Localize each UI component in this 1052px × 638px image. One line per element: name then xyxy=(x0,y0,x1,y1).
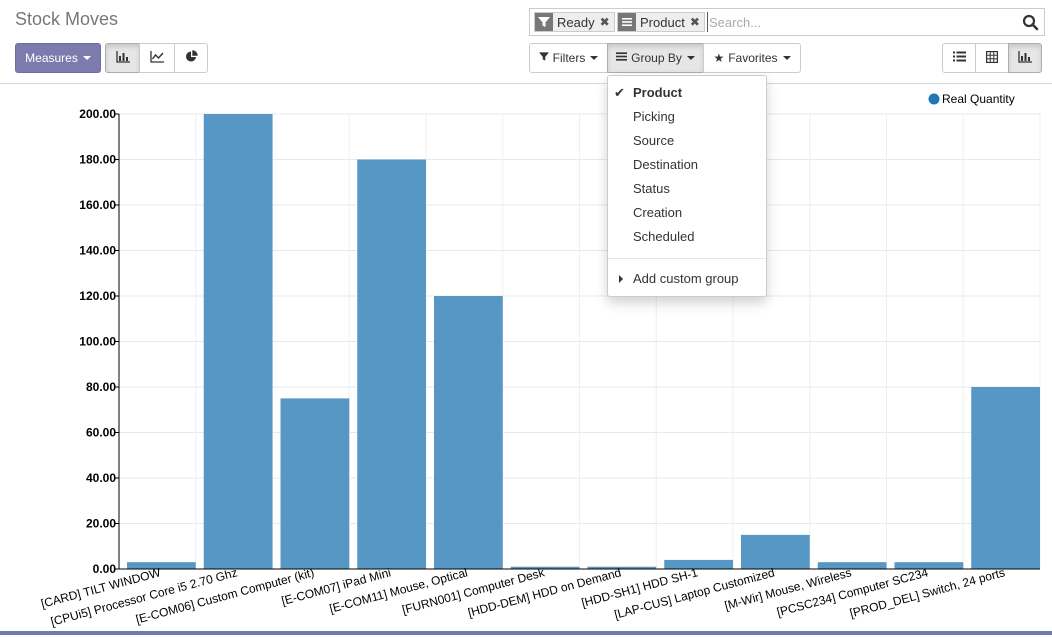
bars-icon xyxy=(618,13,636,31)
bars-icon xyxy=(616,51,628,65)
filters-button[interactable]: Filters xyxy=(529,43,608,73)
facet-product[interactable]: Product ✖ xyxy=(617,12,705,32)
groupby-item-label: Source xyxy=(633,133,675,148)
y-tick-label: 0.00 xyxy=(93,562,117,576)
list-icon xyxy=(952,51,966,65)
chart-bar[interactable] xyxy=(587,566,657,569)
y-tick-label: 140.00 xyxy=(79,244,116,258)
check-icon: ✔ xyxy=(614,85,625,100)
chart-bar[interactable] xyxy=(203,114,273,569)
pie-chart-icon xyxy=(185,50,198,66)
facet-ready[interactable]: Ready ✖ xyxy=(534,12,615,32)
list-view-button[interactable] xyxy=(942,43,976,73)
line-chart-view-button[interactable] xyxy=(139,43,175,73)
groupby-item-picking[interactable]: Picking xyxy=(608,105,766,129)
legend-dot[interactable] xyxy=(928,93,940,105)
caret-down-icon xyxy=(590,56,599,60)
groupby-label: Group By xyxy=(631,51,682,65)
bar-chart-icon xyxy=(115,50,130,66)
groupby-item-creation[interactable]: Creation xyxy=(608,201,766,225)
favorites-label: Favorites xyxy=(728,51,778,65)
measures-label: Measures xyxy=(25,51,78,65)
chart-bar[interactable] xyxy=(127,562,196,569)
groupby-item-source[interactable]: Source xyxy=(608,129,766,153)
y-tick-label: 180.00 xyxy=(79,153,116,167)
bar-chart-icon xyxy=(1018,50,1032,66)
caret-down-icon xyxy=(82,56,91,60)
groupby-item-label: Scheduled xyxy=(633,229,695,244)
groupby-button[interactable]: Group By xyxy=(607,43,704,73)
remove-facet-icon[interactable]: ✖ xyxy=(599,15,610,29)
groupby-item-label: Status xyxy=(633,181,670,196)
caret-down-icon xyxy=(782,56,791,60)
search-input[interactable] xyxy=(707,12,1017,32)
line-chart-icon xyxy=(150,50,164,66)
legend-label: Real Quantity xyxy=(942,92,1015,106)
y-tick-label: 200.00 xyxy=(79,107,116,121)
add-custom-group-label: Add custom group xyxy=(633,271,739,286)
y-tick-label: 40.00 xyxy=(86,471,116,485)
y-tick-label: 60.00 xyxy=(86,426,116,440)
groupby-item-status[interactable]: Status xyxy=(608,177,766,201)
page-title: Stock Moves xyxy=(15,9,119,29)
groupby-item-scheduled[interactable]: Scheduled xyxy=(608,225,766,249)
graph-view-button[interactable] xyxy=(1008,43,1042,73)
groupby-dropdown-menu: ✔ Product Picking Source Destination Sta… xyxy=(607,75,767,297)
filters-label: Filters xyxy=(552,51,586,65)
chart-bar[interactable] xyxy=(817,562,887,569)
measures-button[interactable]: Measures xyxy=(15,43,101,73)
filter-icon xyxy=(538,51,549,65)
chart-bars xyxy=(127,114,1040,569)
chart-bar[interactable] xyxy=(510,566,580,569)
facet-label: Product xyxy=(640,14,685,30)
bar-chart: 0.00 20.00 40.00 60.00 80.00 100.00 120.00 140.… xyxy=(39,92,1041,629)
star-icon: ★ xyxy=(713,51,725,65)
groupby-item-label: Picking xyxy=(633,109,675,124)
chart-bar[interactable] xyxy=(894,562,964,569)
table-icon xyxy=(986,50,999,66)
chart-bar[interactable] xyxy=(280,398,350,569)
pie-chart-view-button[interactable] xyxy=(174,43,208,73)
menu-divider xyxy=(608,258,766,259)
chart-area: 0.00 20.00 40.00 60.00 80.00 100.00 120.00 140.… xyxy=(0,84,1052,635)
y-tick-label: 20.00 xyxy=(86,517,116,531)
caret-down-icon xyxy=(686,56,695,60)
groupby-item-label: Creation xyxy=(633,205,683,220)
chart-legend: Real Quantity xyxy=(928,92,1015,106)
groupby-item-product[interactable]: ✔ Product xyxy=(608,81,766,105)
remove-facet-icon[interactable]: ✖ xyxy=(689,15,700,29)
filter-icon xyxy=(535,13,553,31)
groupby-item-destination[interactable]: Destination xyxy=(608,153,766,177)
y-axis: 0.00 20.00 40.00 60.00 80.00 100.00 120.00 140.… xyxy=(79,107,120,576)
caret-right-icon xyxy=(619,275,623,283)
taskbar xyxy=(0,631,1052,635)
control-panel: Stock Moves Ready ✖ Product ✖ Measures xyxy=(0,0,1052,84)
search-box[interactable]: Ready ✖ Product ✖ xyxy=(529,8,1045,36)
chart-bar[interactable] xyxy=(741,534,810,569)
y-tick-label: 100.00 xyxy=(79,335,116,349)
x-axis: [CARD] TILT WINDOW[CPUi5] Processor Core… xyxy=(39,565,1040,629)
pivot-view-button[interactable] xyxy=(975,43,1009,73)
bar-chart-view-button[interactable] xyxy=(105,43,140,73)
y-tick-label: 120.00 xyxy=(79,289,116,303)
groupby-item-label: Destination xyxy=(633,157,699,172)
favorites-button[interactable]: ★ Favorites xyxy=(703,43,801,73)
facet-label: Ready xyxy=(557,14,595,30)
chart-bar[interactable] xyxy=(971,387,1040,569)
groupby-item-label: Product xyxy=(633,85,683,100)
add-custom-group-toggle[interactable]: Add custom group xyxy=(608,267,766,291)
chart-bar[interactable] xyxy=(664,559,733,569)
y-tick-label: 160.00 xyxy=(79,198,116,212)
chart-bar[interactable] xyxy=(434,296,503,569)
y-tick-label: 80.00 xyxy=(86,380,116,394)
chart-bar[interactable] xyxy=(357,159,426,570)
search-icon[interactable] xyxy=(1022,14,1039,31)
